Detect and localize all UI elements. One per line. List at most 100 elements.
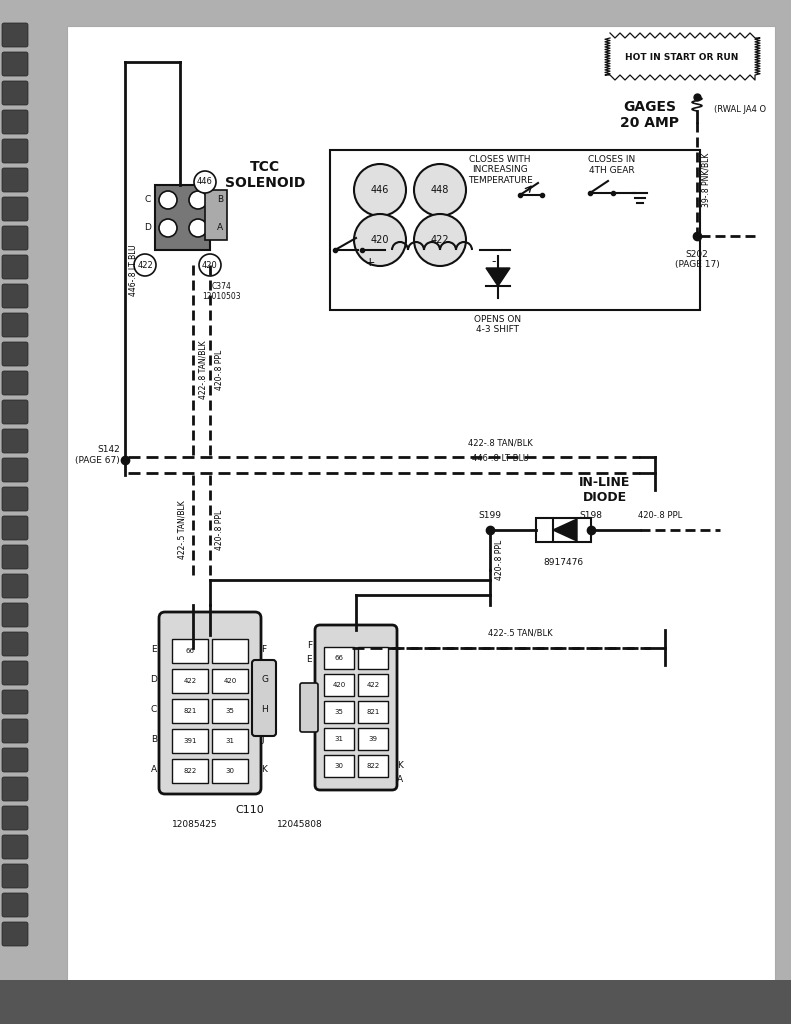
Text: F: F — [261, 645, 266, 654]
Text: 446: 446 — [371, 185, 389, 195]
Text: 420-.8 PPL: 420-.8 PPL — [638, 511, 682, 520]
Text: 420: 420 — [202, 260, 218, 269]
FancyBboxPatch shape — [358, 755, 388, 777]
Text: A: A — [217, 223, 223, 232]
Text: TCC
SOLENOID: TCC SOLENOID — [225, 160, 305, 190]
Text: 30: 30 — [335, 763, 343, 769]
Text: 422: 422 — [366, 682, 380, 688]
Text: S199: S199 — [479, 511, 501, 520]
FancyBboxPatch shape — [2, 400, 28, 424]
FancyBboxPatch shape — [212, 669, 248, 693]
FancyBboxPatch shape — [2, 922, 28, 946]
Text: 822: 822 — [184, 768, 197, 774]
FancyBboxPatch shape — [2, 545, 28, 569]
FancyBboxPatch shape — [2, 719, 28, 743]
FancyBboxPatch shape — [2, 806, 28, 830]
FancyBboxPatch shape — [2, 487, 28, 511]
Text: C: C — [151, 706, 157, 715]
Text: IN-LINE
DIODE: IN-LINE DIODE — [579, 476, 630, 504]
Text: OPENS ON
4-3 SHIFT: OPENS ON 4-3 SHIFT — [475, 315, 521, 335]
Text: 821: 821 — [366, 709, 380, 715]
Bar — [205, 190, 227, 240]
Text: K: K — [261, 766, 267, 774]
FancyBboxPatch shape — [159, 612, 261, 794]
Text: D: D — [150, 676, 157, 684]
Text: 35: 35 — [225, 708, 234, 714]
Text: 31: 31 — [225, 738, 234, 744]
FancyBboxPatch shape — [2, 574, 28, 598]
FancyBboxPatch shape — [300, 683, 318, 732]
Text: A: A — [397, 775, 403, 784]
Text: 66: 66 — [186, 648, 195, 654]
FancyBboxPatch shape — [2, 313, 28, 337]
FancyBboxPatch shape — [2, 197, 28, 221]
Text: 12085425: 12085425 — [172, 820, 218, 829]
FancyBboxPatch shape — [2, 516, 28, 540]
FancyBboxPatch shape — [358, 728, 388, 750]
FancyBboxPatch shape — [324, 647, 354, 669]
Text: E: E — [151, 645, 157, 654]
Text: K: K — [397, 761, 403, 769]
Text: 422-.8 TAN/BLK: 422-.8 TAN/BLK — [199, 341, 207, 399]
Bar — [0, 980, 791, 1024]
FancyBboxPatch shape — [2, 429, 28, 453]
FancyBboxPatch shape — [2, 110, 28, 134]
Text: C110: C110 — [236, 805, 264, 815]
FancyBboxPatch shape — [2, 371, 28, 395]
FancyBboxPatch shape — [172, 669, 208, 693]
Text: S198: S198 — [580, 511, 603, 520]
FancyBboxPatch shape — [2, 632, 28, 656]
Text: HOT IN START OR RUN: HOT IN START OR RUN — [626, 52, 739, 61]
Text: 39-.8 PNK/BLK: 39-.8 PNK/BLK — [702, 153, 710, 207]
Circle shape — [159, 219, 177, 237]
FancyBboxPatch shape — [324, 701, 354, 723]
Text: A: A — [151, 766, 157, 774]
Circle shape — [189, 191, 207, 209]
Circle shape — [414, 164, 466, 216]
FancyBboxPatch shape — [324, 674, 354, 696]
FancyBboxPatch shape — [172, 699, 208, 723]
Text: 391: 391 — [184, 738, 197, 744]
FancyBboxPatch shape — [2, 690, 28, 714]
Text: 446-.8 LT BLU: 446-.8 LT BLU — [130, 244, 138, 296]
Text: 821: 821 — [184, 708, 197, 714]
FancyBboxPatch shape — [358, 674, 388, 696]
FancyBboxPatch shape — [2, 255, 28, 279]
Circle shape — [199, 254, 221, 276]
Text: 422-.8 TAN/BLK: 422-.8 TAN/BLK — [467, 438, 532, 447]
FancyBboxPatch shape — [252, 660, 276, 736]
FancyBboxPatch shape — [2, 603, 28, 627]
FancyBboxPatch shape — [172, 759, 208, 783]
Text: 8917476: 8917476 — [543, 558, 583, 567]
Circle shape — [354, 214, 406, 266]
Text: 446-.8 LT BLU: 446-.8 LT BLU — [471, 454, 528, 463]
FancyBboxPatch shape — [2, 284, 28, 308]
Polygon shape — [486, 268, 510, 286]
Text: CLOSES WITH
INCREASING
TEMPERATURE: CLOSES WITH INCREASING TEMPERATURE — [467, 155, 532, 185]
FancyBboxPatch shape — [172, 729, 208, 753]
FancyBboxPatch shape — [2, 226, 28, 250]
Text: H: H — [261, 706, 267, 715]
Text: C: C — [145, 196, 151, 205]
FancyBboxPatch shape — [2, 835, 28, 859]
Circle shape — [189, 219, 207, 237]
FancyBboxPatch shape — [324, 755, 354, 777]
Text: 31: 31 — [335, 736, 343, 742]
FancyBboxPatch shape — [2, 23, 28, 47]
Circle shape — [159, 191, 177, 209]
Text: 420-.8 PPL: 420-.8 PPL — [495, 540, 505, 581]
Text: 420-.8 PPL: 420-.8 PPL — [215, 510, 225, 550]
FancyBboxPatch shape — [315, 625, 397, 790]
FancyBboxPatch shape — [2, 139, 28, 163]
Text: D: D — [145, 223, 151, 232]
Text: 446: 446 — [197, 177, 213, 186]
FancyBboxPatch shape — [2, 458, 28, 482]
FancyBboxPatch shape — [324, 728, 354, 750]
Circle shape — [134, 254, 156, 276]
Bar — [155, 185, 210, 250]
FancyBboxPatch shape — [2, 81, 28, 105]
Polygon shape — [553, 519, 577, 541]
Text: 422-.5 TAN/BLK: 422-.5 TAN/BLK — [177, 501, 187, 559]
FancyBboxPatch shape — [2, 893, 28, 918]
FancyBboxPatch shape — [212, 639, 248, 663]
